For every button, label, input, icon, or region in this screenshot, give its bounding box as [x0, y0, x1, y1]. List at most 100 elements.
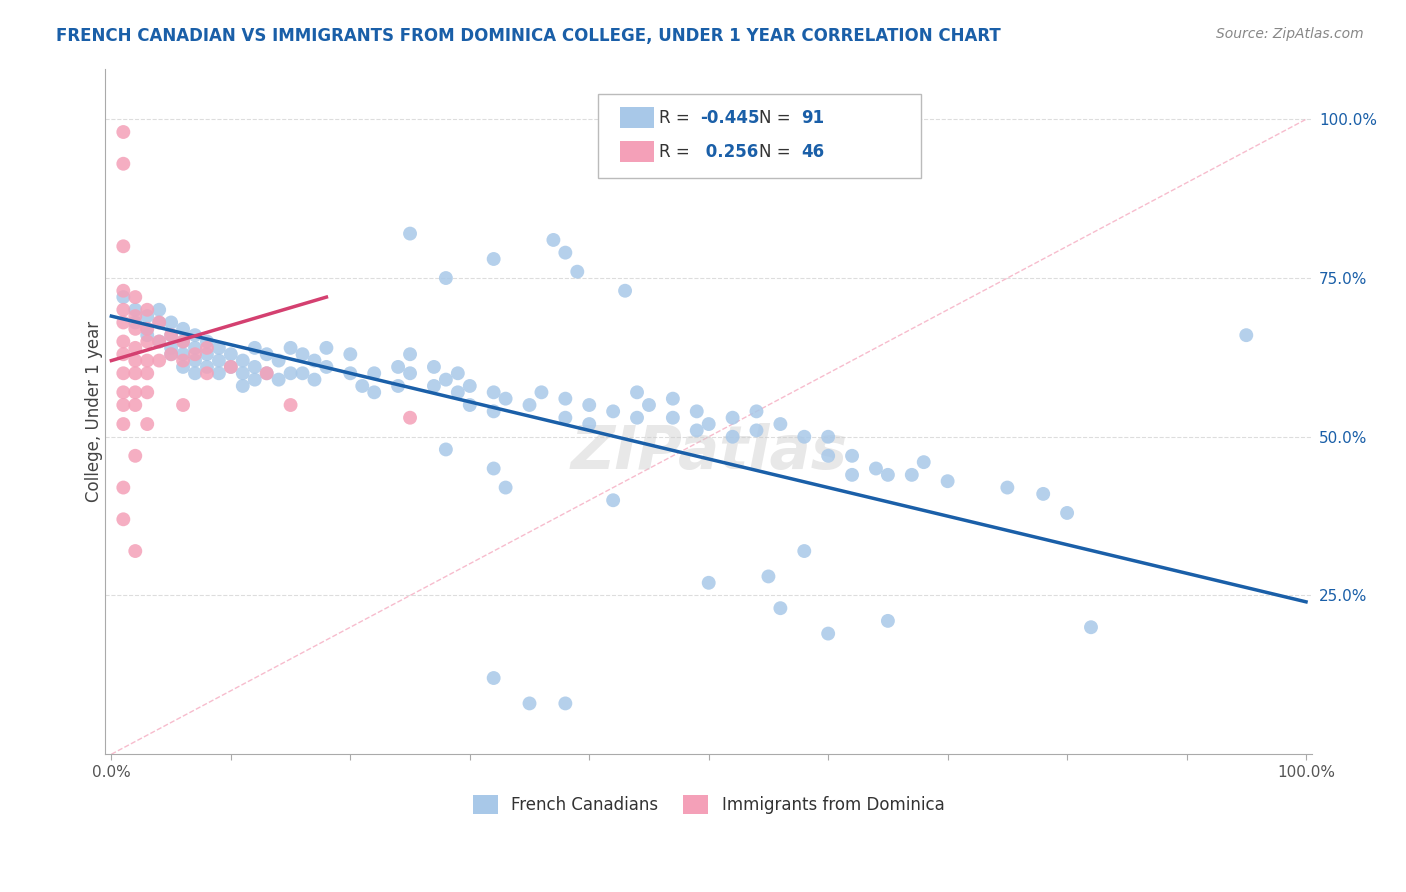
Point	[315, 359, 337, 374]
Point	[136, 309, 159, 323]
Point	[232, 366, 254, 380]
Point	[124, 398, 146, 412]
Point	[554, 245, 576, 260]
Point	[160, 316, 183, 330]
Text: 91: 91	[801, 109, 824, 127]
Point	[1080, 620, 1102, 634]
Point	[280, 366, 302, 380]
Point	[352, 379, 374, 393]
Point	[136, 385, 159, 400]
Point	[243, 341, 266, 355]
Point	[112, 334, 135, 349]
Point	[482, 404, 505, 418]
Point	[124, 366, 146, 380]
Text: FRENCH CANADIAN VS IMMIGRANTS FROM DOMINICA COLLEGE, UNDER 1 YEAR CORRELATION CH: FRENCH CANADIAN VS IMMIGRANTS FROM DOMIN…	[56, 27, 1001, 45]
Point	[219, 359, 242, 374]
Point	[769, 601, 792, 615]
Point	[195, 347, 218, 361]
Point	[112, 417, 135, 431]
Point	[124, 341, 146, 355]
Point	[554, 392, 576, 406]
Point	[626, 410, 648, 425]
Point	[865, 461, 887, 475]
Point	[434, 271, 457, 285]
Point	[243, 359, 266, 374]
Point	[280, 341, 302, 355]
Point	[339, 366, 361, 380]
Point	[638, 398, 661, 412]
Point	[543, 233, 565, 247]
Point	[447, 385, 470, 400]
Point	[195, 366, 218, 380]
Point	[112, 290, 135, 304]
Point	[124, 290, 146, 304]
Point	[160, 347, 183, 361]
Point	[626, 385, 648, 400]
Point	[1032, 487, 1054, 501]
Point	[495, 392, 517, 406]
Point	[160, 341, 183, 355]
Point	[267, 373, 290, 387]
Point	[184, 328, 207, 343]
Point	[697, 417, 720, 431]
Y-axis label: College, Under 1 year: College, Under 1 year	[86, 321, 103, 502]
Point	[148, 334, 170, 349]
Point	[399, 410, 422, 425]
Point	[995, 481, 1018, 495]
Point	[124, 309, 146, 323]
Text: R =: R =	[659, 143, 696, 161]
Point	[399, 347, 422, 361]
Legend: French Canadians, Immigrants from Dominica: French Canadians, Immigrants from Domini…	[472, 795, 945, 814]
Point	[578, 398, 600, 412]
Point	[112, 347, 135, 361]
Point	[112, 302, 135, 317]
Point	[124, 353, 146, 368]
Point	[387, 379, 409, 393]
Point	[112, 125, 135, 139]
Point	[112, 239, 135, 253]
Point	[148, 316, 170, 330]
Point	[614, 284, 637, 298]
Point	[339, 347, 361, 361]
Point	[267, 353, 290, 368]
Point	[136, 353, 159, 368]
Point	[697, 575, 720, 590]
Point	[172, 334, 194, 349]
Point	[817, 449, 839, 463]
Point	[160, 328, 183, 343]
Point	[219, 359, 242, 374]
Point	[482, 252, 505, 266]
Point	[662, 410, 685, 425]
Point	[136, 322, 159, 336]
Point	[817, 626, 839, 640]
Point	[208, 341, 231, 355]
Point	[519, 398, 541, 412]
Point	[112, 481, 135, 495]
Point	[160, 347, 183, 361]
Point	[172, 353, 194, 368]
Point	[232, 379, 254, 393]
Point	[447, 366, 470, 380]
Point	[184, 341, 207, 355]
Point	[124, 302, 146, 317]
Point	[315, 341, 337, 355]
Point	[877, 614, 900, 628]
Text: 0.256: 0.256	[700, 143, 758, 161]
Point	[758, 569, 780, 583]
Point	[519, 697, 541, 711]
Point	[124, 322, 146, 336]
Point	[567, 265, 589, 279]
Point	[482, 385, 505, 400]
Point	[124, 316, 146, 330]
Point	[554, 410, 576, 425]
Point	[423, 379, 446, 393]
Point	[363, 385, 385, 400]
Point	[184, 347, 207, 361]
Point	[136, 302, 159, 317]
Point	[399, 227, 422, 241]
Point	[495, 481, 517, 495]
Text: -0.445: -0.445	[700, 109, 759, 127]
Point	[172, 398, 194, 412]
Point	[136, 417, 159, 431]
Point	[291, 347, 314, 361]
